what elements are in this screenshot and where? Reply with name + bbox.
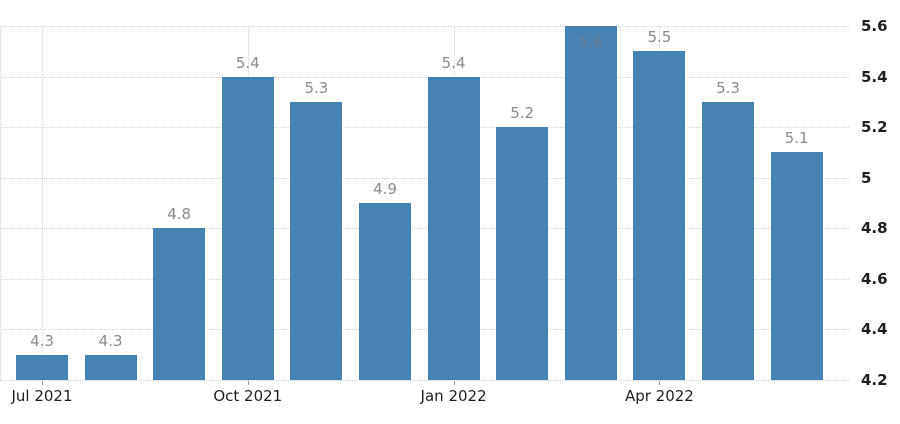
bar[interactable] bbox=[427, 76, 480, 380]
h-gridline bbox=[0, 228, 849, 230]
x-tick-mark bbox=[247, 381, 249, 385]
bar[interactable] bbox=[770, 152, 823, 380]
bar[interactable] bbox=[633, 51, 686, 380]
bar-value-label: 5.3 bbox=[304, 78, 329, 97]
h-gridline bbox=[0, 177, 849, 179]
bar-value-label: 4.9 bbox=[373, 180, 397, 198]
bar-value-label: 5.6 bbox=[578, 33, 603, 51]
y-tick-label: 4.8 bbox=[861, 219, 888, 238]
y-tick-label: 4.2 bbox=[861, 371, 888, 389]
x-tick-mark bbox=[659, 381, 661, 385]
x-tick-mark bbox=[42, 381, 43, 385]
bar-value-label: 5.2 bbox=[510, 104, 535, 123]
h-gridline bbox=[0, 278, 849, 280]
x-tick-label: Jan 2022 bbox=[420, 387, 487, 405]
bar[interactable] bbox=[84, 354, 137, 380]
bar[interactable] bbox=[496, 127, 549, 380]
bar[interactable] bbox=[564, 26, 617, 380]
bar-value-label: 5.1 bbox=[784, 129, 809, 148]
h-gridline bbox=[0, 127, 849, 129]
y-tick-label: 5.2 bbox=[861, 118, 888, 137]
bar[interactable] bbox=[290, 101, 343, 380]
y-tick-label: 5.6 bbox=[861, 17, 888, 35]
v-gridline bbox=[42, 26, 43, 380]
h-gridline bbox=[0, 380, 849, 381]
plot-left-border bbox=[0, 26, 1, 380]
x-tick-mark bbox=[453, 381, 455, 385]
bar-value-label: 5.4 bbox=[441, 53, 466, 72]
bar-value-label: 5.5 bbox=[647, 28, 672, 47]
h-gridline bbox=[0, 76, 849, 78]
y-tick-label: 4.4 bbox=[861, 320, 888, 339]
x-tick-label: Oct 2021 bbox=[213, 387, 283, 405]
y-tick-label: 5 bbox=[861, 168, 872, 187]
bar[interactable] bbox=[702, 101, 754, 380]
h-gridline bbox=[0, 26, 849, 27]
x-tick-label: Jul 2021 bbox=[11, 387, 73, 405]
bar-value-label: 5.4 bbox=[235, 53, 260, 72]
bar[interactable] bbox=[153, 228, 206, 380]
bar-value-label: 4.3 bbox=[98, 331, 123, 350]
h-gridline bbox=[0, 329, 849, 331]
bar-value-label: 4.8 bbox=[167, 205, 192, 224]
bar-value-label: 4.3 bbox=[30, 331, 54, 350]
bar[interactable] bbox=[221, 76, 274, 380]
x-tick-label: Apr 2022 bbox=[624, 387, 694, 405]
bar[interactable] bbox=[16, 354, 68, 380]
bar[interactable] bbox=[359, 203, 411, 380]
y-tick-label: 4.6 bbox=[861, 269, 888, 288]
y-tick-label: 5.4 bbox=[861, 67, 888, 86]
bar-value-label: 5.3 bbox=[716, 78, 740, 97]
